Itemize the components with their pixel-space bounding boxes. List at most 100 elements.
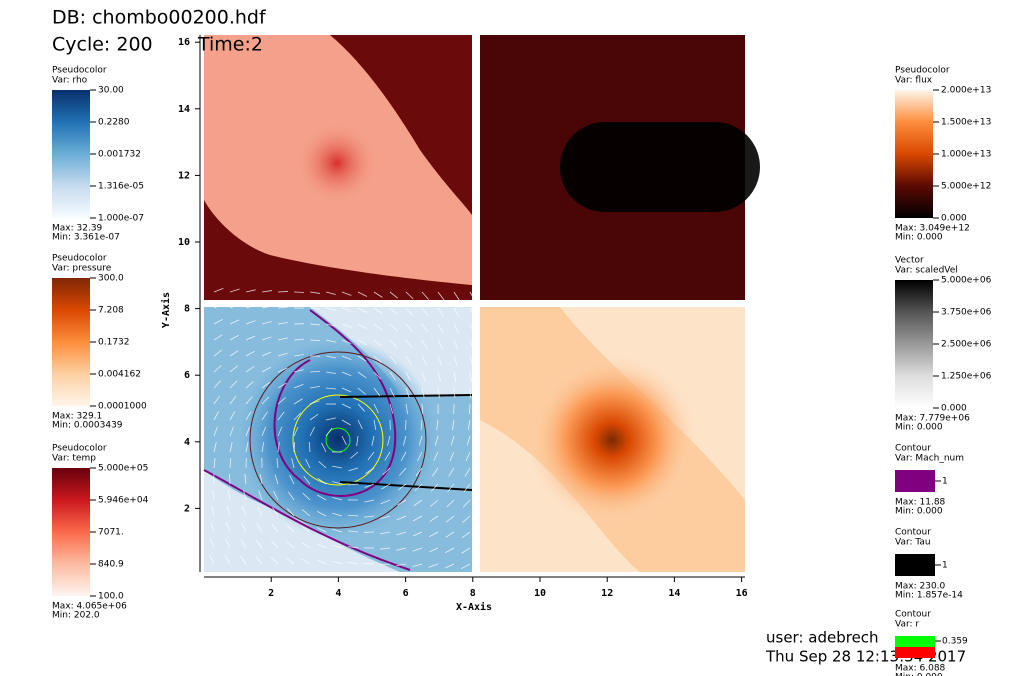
color-bar: [895, 280, 933, 408]
vector-arrow: [229, 473, 231, 485]
vector-arrow: [325, 371, 336, 374]
vector-arrow: [229, 395, 237, 405]
vector-arrow: [384, 451, 391, 461]
vector-arrow: [229, 442, 233, 453]
legend-max: Max: 3.049e+12: [895, 224, 970, 234]
vector-arrow: [273, 490, 279, 501]
x-tick-label: 16: [736, 588, 748, 599]
vector-arrow: [453, 339, 459, 350]
vector-arrow: [453, 323, 459, 334]
vector-arrow: [365, 467, 375, 474]
legend-tick-label: 0.2280: [98, 118, 130, 128]
legend-max: Max: 11.88: [895, 498, 946, 508]
vector-arrow: [213, 410, 220, 421]
vector-arrow: [357, 307, 368, 313]
vector-arrow: [450, 435, 455, 446]
vector-arrow: [317, 494, 327, 501]
vector-arrow: [428, 547, 439, 553]
vector-arrow: [229, 304, 240, 309]
vector-arrow: [277, 397, 286, 405]
color-bar: [895, 90, 933, 218]
legend-min: Min: 202.0: [52, 611, 100, 621]
vector-arrow: [213, 364, 222, 373]
vector-arrow: [210, 522, 215, 533]
vector-arrow: [325, 355, 336, 359]
vector-arrow: [421, 307, 429, 317]
vector-arrow: [462, 515, 471, 523]
vector-arrow: [373, 355, 382, 363]
vector-arrow: [225, 522, 231, 533]
legend-kind: Vector: [895, 256, 924, 266]
legend-kind: Contour: [895, 528, 931, 538]
vector-arrow: [389, 371, 396, 381]
legend-tick-label: 1.000e-07: [98, 214, 144, 224]
vector-arrow: [309, 413, 319, 421]
vector-arrow: [332, 512, 343, 517]
vector-arrow: [357, 339, 367, 346]
vector-arrow: [245, 365, 255, 373]
legend-min: Min: 0.000: [895, 423, 943, 433]
vector-arrow: [382, 467, 391, 476]
vector-arrow: [245, 350, 255, 357]
vector-arrow: [348, 530, 359, 533]
vector-arrow: [271, 540, 279, 549]
vector-arrow: [357, 291, 368, 297]
contour-swatch: [895, 636, 935, 647]
vector-arrow: [289, 474, 295, 485]
vector-arrow: [469, 339, 474, 350]
vector-arrow: [373, 371, 382, 380]
vector-arrow: [309, 291, 320, 294]
vector-arrow: [461, 547, 471, 554]
vector-arrow: [348, 546, 359, 549]
y-tick-label: 16: [178, 37, 190, 48]
vector-arrow: [465, 451, 471, 462]
vector-arrow: [417, 451, 423, 462]
vector-arrow: [229, 350, 239, 357]
vector-arrow: [453, 387, 456, 398]
legend-tick-label: 840.9: [98, 560, 124, 570]
vector-arrow: [325, 427, 333, 437]
vector-arrow: [357, 371, 367, 379]
vector-arrow: [414, 483, 423, 492]
vector-arrow: [433, 451, 439, 462]
vector-field: [209, 288, 476, 570]
vector-arrow: [301, 509, 311, 517]
vector-arrow: [325, 291, 336, 295]
vector-arrow: [316, 510, 327, 517]
vector-arrow: [396, 563, 407, 567]
vector-arrow: [373, 323, 383, 331]
vector-arrow: [437, 323, 444, 333]
vector-arrow: [277, 442, 280, 453]
vector-arrow: [449, 451, 455, 462]
y-tick-label: 12: [178, 170, 190, 181]
vector-arrow: [348, 467, 359, 472]
vector-arrow: [341, 291, 352, 296]
legend-var: Var: rho: [52, 76, 88, 86]
color-bar: [52, 468, 90, 596]
vector-arrow: [373, 403, 379, 414]
vector-arrow: [350, 451, 359, 459]
legend-min: Min: 0.000: [895, 507, 943, 517]
legend-tick-label: 0.000: [941, 404, 967, 414]
vector-arrow: [467, 419, 471, 430]
vector-arrow: [308, 441, 311, 453]
vector-arrow: [420, 419, 423, 430]
vector-arrow: [316, 527, 327, 533]
vector-arrow: [469, 307, 475, 318]
vector-arrow: [389, 291, 399, 299]
vector-arrow: [277, 337, 288, 341]
legend-max: Max: 7.779e+06: [895, 414, 970, 424]
vector-arrow: [469, 355, 473, 366]
legend-tick-label: 0.0001000: [98, 402, 147, 412]
vector-arrow: [469, 371, 472, 382]
legend-tick-label: 1.316e-05: [98, 182, 144, 192]
db-name: DB: chombo00200.hdf: [52, 7, 267, 29]
vector-arrow: [261, 381, 271, 389]
legend-tick-label: 5.000e+12: [941, 182, 991, 192]
x-tick-label: 10: [534, 588, 546, 599]
legend-max: Max: 329.1: [52, 412, 102, 422]
vector-arrow: [261, 351, 272, 357]
vector-arrow: [412, 531, 423, 537]
vector-arrow: [437, 371, 442, 382]
legend-tick-label: 5.000e+05: [98, 464, 148, 474]
